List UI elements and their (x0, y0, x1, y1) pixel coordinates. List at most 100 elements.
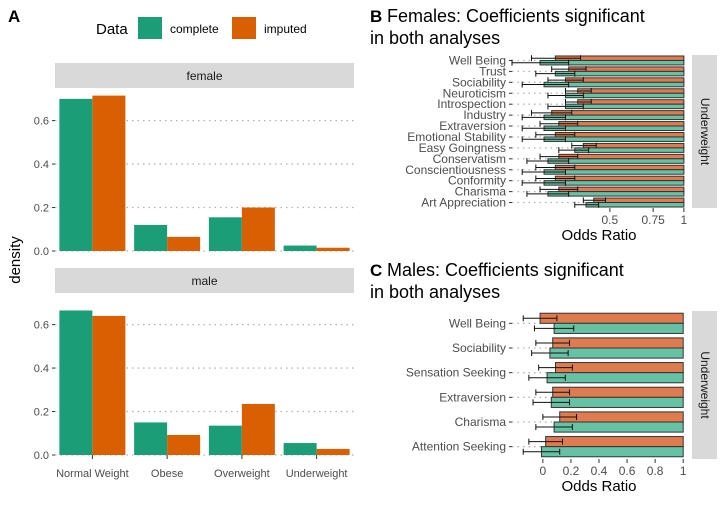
bar-complete-normal-weight (59, 98, 93, 251)
category-label: Conscientiousness (405, 163, 506, 177)
bar-imputed-neuroticism (577, 88, 685, 94)
bar-complete-sensation-seeking (546, 372, 684, 384)
x-tick-label: 0.8 (647, 464, 664, 478)
y-tick-label: 0.0 (34, 246, 49, 258)
category-label: Trust (479, 64, 507, 78)
bar-complete-sociability (549, 347, 684, 359)
x-axis-label: Odds Ratio (561, 478, 636, 495)
facet-strip (692, 311, 717, 459)
bar-imputed-normal-weight (92, 315, 126, 455)
panel-letter: C (370, 261, 382, 280)
bar-complete-overweight (208, 217, 242, 251)
legend-label-imputed: imputed (264, 22, 307, 36)
legend-title: Data (96, 21, 128, 38)
bar-complete-easy-goingness (574, 147, 685, 153)
bar-imputed-overweight (241, 403, 275, 455)
y-tick-label: 0.0 (34, 450, 49, 462)
facet-strip-label: male (191, 274, 217, 288)
panel-title-line-1: Females: Coefficients significant (387, 6, 645, 26)
legend-swatch-complete (138, 17, 162, 39)
panel-letter: A (8, 7, 20, 26)
bar-imputed-art-appreciation (593, 197, 685, 204)
category-label: Art Appreciation (421, 196, 506, 210)
bar-complete-charisma (553, 421, 684, 433)
category-label: Well Being (449, 316, 506, 330)
category-label: Charisma (455, 415, 507, 429)
bar-imputed-obese (167, 236, 201, 251)
bar-imputed-charisma (559, 411, 684, 423)
bar-complete-normal-weight (59, 310, 93, 455)
category-label: Introspection (437, 97, 506, 111)
bar-complete-underweight (283, 245, 317, 251)
y-tick-label: 0.4 (34, 159, 49, 171)
bar-imputed-attention-seeking (545, 436, 684, 448)
x-tick-label: 0.2 (563, 464, 580, 478)
y-tick-label: 0.2 (34, 203, 49, 215)
facet-strip (55, 63, 354, 88)
x-tick-label: 0.5 (602, 213, 619, 227)
category-label: Well Being (449, 53, 506, 67)
category-label: Emotional Stability (407, 130, 506, 144)
bar-imputed-introspection (577, 99, 685, 105)
bar-imputed-obese (167, 435, 201, 455)
x-tick-label: Underweight (286, 468, 348, 480)
category-label: Extraversion (439, 390, 506, 404)
category-label: Neuroticism (443, 86, 506, 100)
facet-strip (55, 268, 354, 293)
panel-title-line-1: Males: Coefficients significant (387, 260, 624, 280)
bar-complete-underweight (283, 443, 317, 455)
category-label: Conservatism (433, 152, 506, 166)
x-tick-label: 0.4 (591, 464, 608, 478)
bar-imputed-underweight (316, 247, 350, 251)
bar-complete-obese (134, 224, 168, 251)
x-tick-label: Overweight (214, 468, 270, 480)
bar-imputed-sociability (552, 337, 684, 349)
facet-strip (692, 55, 717, 208)
x-tick-label: 0 (540, 464, 547, 478)
bar-complete-overweight (208, 425, 242, 455)
facet-strip-label: Underweight (698, 98, 712, 166)
facet-strip-label: female (186, 69, 222, 83)
y-tick-label: 0.6 (34, 320, 49, 332)
bar-imputed-normal-weight (92, 95, 126, 252)
panel-title-line-2: in both analyses (370, 282, 500, 302)
bar-imputed-overweight (241, 207, 275, 251)
x-tick-label: Obese (151, 468, 183, 480)
category-label: Charisma (455, 185, 507, 199)
category-label: Sensation Seeking (406, 366, 506, 380)
category-label: Industry (463, 108, 506, 122)
facet-strip-label: Underweight (698, 351, 712, 419)
category-label: Extraversion (439, 119, 506, 133)
bar-imputed-well-being (539, 312, 684, 324)
legend-label-complete: complete (170, 22, 219, 36)
x-axis-label: Odds Ratio (561, 227, 636, 244)
bar-complete-art-appreciation (585, 202, 685, 208)
x-tick-label: 0.75 (641, 213, 665, 227)
bar-imputed-easy-goingness (582, 142, 685, 149)
bar-imputed-sensation-seeking (555, 362, 684, 374)
bar-imputed-extraversion (552, 386, 684, 398)
bar-complete-attention-seeking (540, 446, 684, 458)
legend-swatch-imputed (232, 17, 256, 39)
x-tick-label: 1 (680, 464, 687, 478)
panel-title-line-2: in both analyses (370, 28, 500, 48)
y-tick-label: 0.4 (34, 363, 49, 375)
x-tick-label: 1 (681, 213, 688, 227)
y-tick-label: 0.2 (34, 407, 49, 419)
category-label: Easy Goingness (419, 141, 506, 155)
category-label: Conformity (448, 174, 506, 188)
category-label: Attention Seeking (412, 440, 506, 454)
bar-imputed-underweight (316, 448, 350, 455)
x-tick-label: Normal Weight (56, 468, 129, 480)
bar-complete-extraversion (550, 396, 684, 408)
bar-complete-obese (134, 422, 168, 455)
x-tick-label: 0.6 (619, 464, 636, 478)
panel-a: A Data complete imputed density female 0.0 0.2 0… (7, 7, 354, 480)
panel-letter: B (370, 7, 382, 26)
category-label: Sociability (452, 75, 506, 89)
category-label: Sociability (452, 341, 506, 355)
y-tick-label: 0.6 (34, 116, 49, 128)
